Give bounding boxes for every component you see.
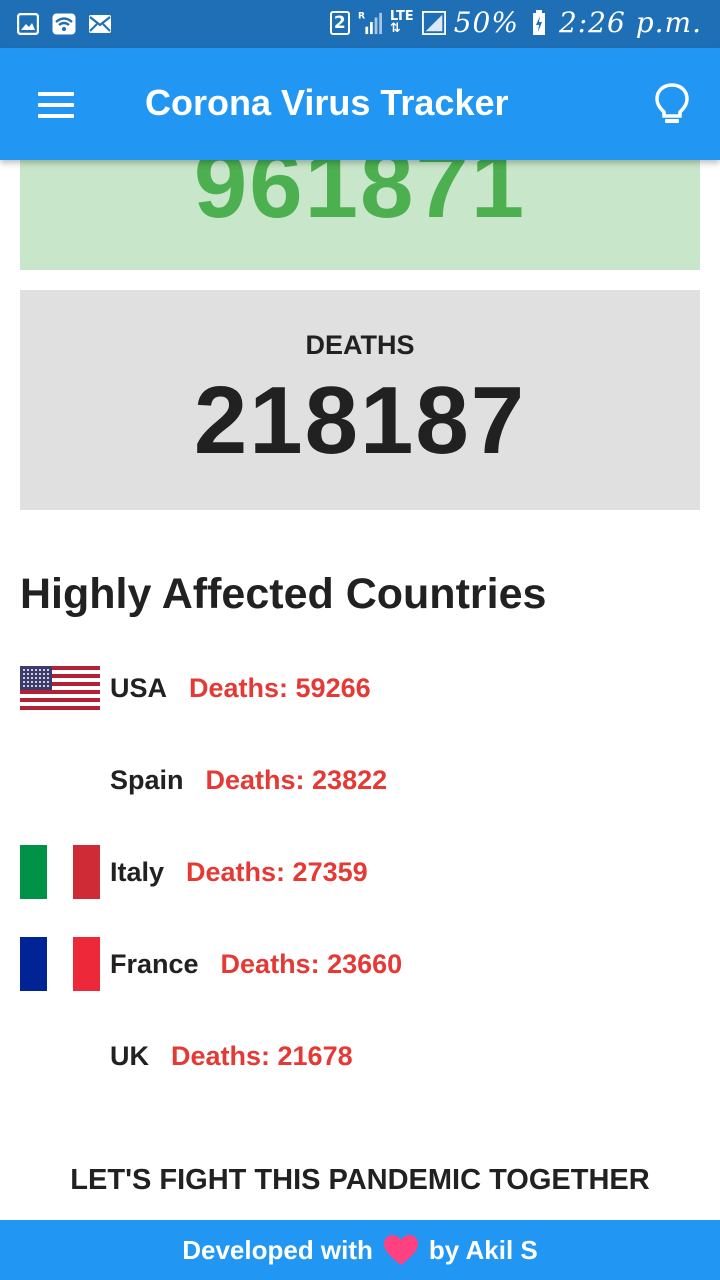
country-name: UK bbox=[110, 1040, 149, 1071]
menu-icon-line bbox=[38, 92, 74, 96]
country-name: USA bbox=[110, 672, 168, 703]
france-flag-red bbox=[73, 937, 100, 991]
deaths-card: DEATHS 218187 bbox=[20, 290, 700, 510]
menu-button[interactable] bbox=[38, 92, 74, 118]
country-row-france: France Deaths: 23660 bbox=[20, 937, 402, 991]
svg-text:R: R bbox=[358, 10, 365, 21]
usa-flag-icon bbox=[20, 666, 100, 710]
country-name: Spain bbox=[110, 764, 184, 795]
heart-icon bbox=[383, 1234, 419, 1266]
battery-percent: 50% bbox=[453, 6, 519, 39]
country-row-spain: Spain Deaths: 23822 bbox=[20, 753, 387, 807]
footer-suffix: by Akil S bbox=[428, 1234, 538, 1265]
wifi-icon bbox=[52, 12, 76, 36]
lte-signal-icon bbox=[421, 10, 446, 35]
france-flag-icon bbox=[20, 937, 100, 991]
country-deaths: Deaths: 27359 bbox=[186, 856, 368, 887]
italy-flag-red bbox=[73, 845, 100, 899]
country-name: Italy bbox=[110, 856, 165, 887]
country-row-uk: UK Deaths: 21678 bbox=[20, 1029, 353, 1083]
signal-icon: R bbox=[358, 10, 382, 35]
network-type-label: LTE bbox=[389, 8, 414, 24]
deaths-count: 218187 bbox=[193, 367, 527, 474]
usa-flag-canton bbox=[20, 666, 52, 690]
clock: 2:26 p.m. bbox=[558, 6, 702, 39]
country-deaths: Deaths: 23660 bbox=[220, 948, 403, 979]
mail-icon bbox=[88, 12, 112, 36]
sim-badge: 2 bbox=[329, 10, 350, 35]
country-row-italy: Italy Deaths: 27359 bbox=[20, 845, 368, 899]
section-title: Highly Affected Countries bbox=[20, 570, 547, 618]
uk-flag-icon bbox=[20, 1029, 100, 1083]
country-name: France bbox=[110, 948, 199, 979]
battery-icon bbox=[527, 9, 551, 35]
data-arrows-icon: ⇅ bbox=[389, 20, 401, 36]
menu-icon-line bbox=[38, 103, 74, 107]
status-bar-right: 2 R LTE ⇅ 50% 2:26 p.m. bbox=[329, 6, 702, 39]
app-title: Corona Virus Tracker bbox=[145, 82, 509, 123]
country-deaths: Deaths: 59266 bbox=[189, 672, 371, 703]
menu-icon-line bbox=[38, 114, 74, 118]
status-bar: 2 R LTE ⇅ 50% 2:26 p.m. bbox=[0, 0, 720, 48]
lightbulb-icon bbox=[655, 83, 689, 123]
network-type: LTE ⇅ bbox=[389, 8, 414, 36]
italy-flag-white bbox=[46, 845, 74, 899]
country-deaths: Deaths: 21678 bbox=[171, 1040, 353, 1071]
slogan: LET'S FIGHT THIS PANDEMIC TOGETHER bbox=[70, 1164, 650, 1196]
deaths-label: DEATHS bbox=[305, 330, 415, 360]
theme-toggle-button[interactable] bbox=[652, 82, 692, 126]
france-flag-white bbox=[46, 937, 74, 991]
country-deaths: Deaths: 23822 bbox=[205, 764, 388, 795]
italy-flag-icon bbox=[20, 845, 100, 899]
gallery-icon bbox=[16, 12, 40, 36]
app-bar: Corona Virus Tracker bbox=[0, 48, 720, 160]
footer: Developed with by Akil S bbox=[0, 1220, 720, 1280]
status-bar-left bbox=[16, 12, 112, 36]
footer-prefix: Developed with bbox=[182, 1234, 373, 1265]
spain-flag-icon bbox=[20, 753, 100, 807]
italy-flag-green bbox=[20, 845, 47, 899]
france-flag-blue bbox=[20, 937, 47, 991]
country-row-usa: USA Deaths: 59266 bbox=[20, 661, 371, 715]
